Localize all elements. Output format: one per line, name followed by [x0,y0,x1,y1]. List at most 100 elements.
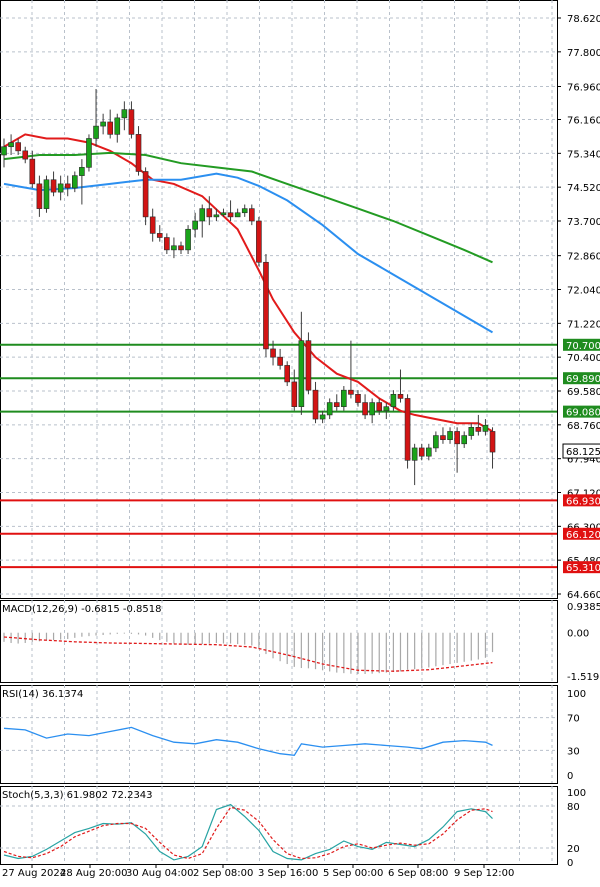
candle[interactable] [114,113,121,143]
candle[interactable] [64,175,71,197]
candle[interactable] [1,138,7,168]
price-tick-label: 68.760 [567,421,600,432]
candle[interactable] [241,204,248,217]
candle[interactable] [128,101,135,139]
candle[interactable] [440,427,446,444]
time-tick-label: 2 Sep 08:00 [193,868,253,879]
candle[interactable] [178,241,184,255]
candle-body [482,424,489,432]
stoch-label: Stoch(5,3,3) 61.9802 72.2343 [2,790,153,801]
candle[interactable] [348,340,354,399]
candle[interactable] [305,332,312,395]
macd-tick-label: -1.5198 [567,672,600,683]
candle-body [29,158,36,185]
candle[interactable] [383,402,390,420]
candle[interactable] [454,427,460,473]
candle[interactable] [397,369,404,403]
panel-frames [0,0,558,865]
candle[interactable] [199,204,206,238]
candle[interactable] [468,423,475,440]
macd-tick-label: 0.9385 [567,602,600,613]
candle[interactable] [277,348,283,370]
candle[interactable] [8,134,14,155]
candle[interactable] [43,175,50,213]
candle[interactable] [50,171,57,197]
candle[interactable] [341,386,347,411]
candle[interactable] [369,398,375,424]
candle[interactable] [362,394,368,420]
candle[interactable] [404,394,411,469]
candle[interactable] [156,225,163,242]
candle[interactable] [57,175,64,201]
candle-body [454,431,460,445]
candle[interactable] [284,361,291,387]
level-tag-bg [563,494,600,507]
candle[interactable] [256,216,262,267]
stoch-line-%D [3,806,493,860]
candle[interactable] [418,443,425,461]
candle[interactable] [36,175,43,217]
candle-body [114,117,121,135]
candle-body [341,389,347,407]
candle-body [36,183,43,209]
candle[interactable] [192,212,198,238]
level-tag-bg [563,338,600,351]
candle[interactable] [100,113,106,135]
candle[interactable] [475,414,482,436]
candle[interactable] [107,109,113,139]
candle[interactable] [93,88,99,147]
candle[interactable] [29,150,36,188]
candle[interactable] [482,419,489,436]
candle[interactable] [213,208,220,222]
price-tick-label: 64.660 [567,590,600,601]
levels: 70.700 69.890 69.080 66.930 66.120 65.310 [0,338,600,574]
candle-body [270,348,276,358]
candle[interactable] [149,208,156,242]
candle[interactable] [447,427,453,444]
candle[interactable] [249,204,255,226]
candle[interactable] [171,237,177,259]
candle[interactable] [425,443,432,461]
candle[interactable] [142,167,149,226]
candle[interactable] [376,398,383,415]
candle[interactable] [86,134,92,172]
candle[interactable] [333,394,340,411]
candle[interactable] [433,431,439,453]
candle[interactable] [227,200,234,222]
candle[interactable] [164,233,170,255]
candle-body [128,109,135,135]
candle[interactable] [411,443,418,486]
candle-body [489,431,496,453]
candle[interactable] [72,171,78,193]
candle[interactable] [22,146,29,164]
candle[interactable] [355,390,361,407]
candle-body [156,233,163,238]
candle[interactable] [185,225,191,255]
candle[interactable] [135,126,142,176]
candle[interactable] [312,381,319,424]
candle[interactable] [206,196,213,226]
candle[interactable] [121,101,128,131]
time-tick-label: 6 Sep 08:00 [388,868,448,879]
candle[interactable] [291,369,298,411]
candle-body [249,208,255,222]
candle[interactable] [390,390,397,411]
candle[interactable] [15,138,21,155]
candle[interactable] [326,398,333,420]
rsi-panel: RSI(14) 36.1374 100 70 30 0 [0,689,586,782]
candle[interactable] [263,254,269,358]
candle[interactable] [79,159,85,205]
candle-body [241,208,248,214]
candle[interactable] [220,208,227,217]
price-tick-label: 71.220 [567,319,600,330]
candle[interactable] [234,208,241,218]
candle[interactable] [298,311,305,415]
candle[interactable] [489,427,496,469]
candle[interactable] [461,431,468,448]
candle-body [461,435,468,445]
price-tick-label: 77.800 [567,48,600,59]
candle[interactable] [270,340,276,366]
candle[interactable] [319,410,326,424]
